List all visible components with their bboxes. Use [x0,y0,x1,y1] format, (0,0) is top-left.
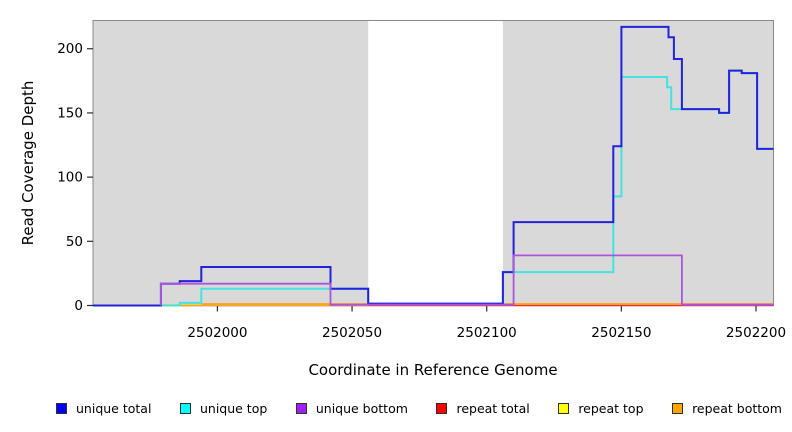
legend-label: unique bottom [315,400,408,416]
legend-swatch-repeat-bottom [672,402,684,414]
x-tick-label: 2502200 [726,325,786,341]
legend-item-unique-bottom: unique bottom [295,400,408,416]
x-axis-title: Coordinate in Reference Genome [308,361,558,379]
legend-swatch-unique-top [179,402,191,414]
masked-region [368,20,503,306]
y-tick-label: 150 [57,105,83,121]
legend-item-repeat-bottom: repeat bottom [672,401,782,416]
legend-swatch-unique-bottom [295,402,307,414]
legend-label: unique top [199,400,268,416]
legend-swatch-repeat-top [558,402,570,414]
x-tick-label: 2502000 [187,325,247,341]
y-tick-label: 0 [74,298,83,314]
y-tick-label: 200 [57,41,83,57]
y-tick-label: 100 [57,170,83,186]
y-tick-label: 50 [66,234,83,250]
legend-label: repeat total [456,400,530,416]
series-unique-total [93,25,774,307]
legend-swatch-unique-total [56,402,67,414]
legend-swatch-repeat-total [436,402,448,414]
legend-item-unique-total: unique total [56,401,151,416]
y-axis-title: Read Coverage Depth [19,80,37,246]
legend-label: repeat bottom [692,400,782,416]
legend-item-repeat-total: repeat total [436,400,530,416]
legend-item-repeat-top: repeat top [558,400,644,416]
legend-item-unique-top: unique top [179,400,268,416]
x-tick-label: 2502050 [322,325,382,341]
legend: unique total unique top unique bottom repea… [56,399,782,417]
x-tick-label: 2502100 [457,325,517,341]
series-unique-bottom [160,254,774,306]
legend-label: unique total [76,400,152,416]
legend-label: repeat top [578,400,644,416]
x-tick-label: 2502150 [591,325,651,341]
